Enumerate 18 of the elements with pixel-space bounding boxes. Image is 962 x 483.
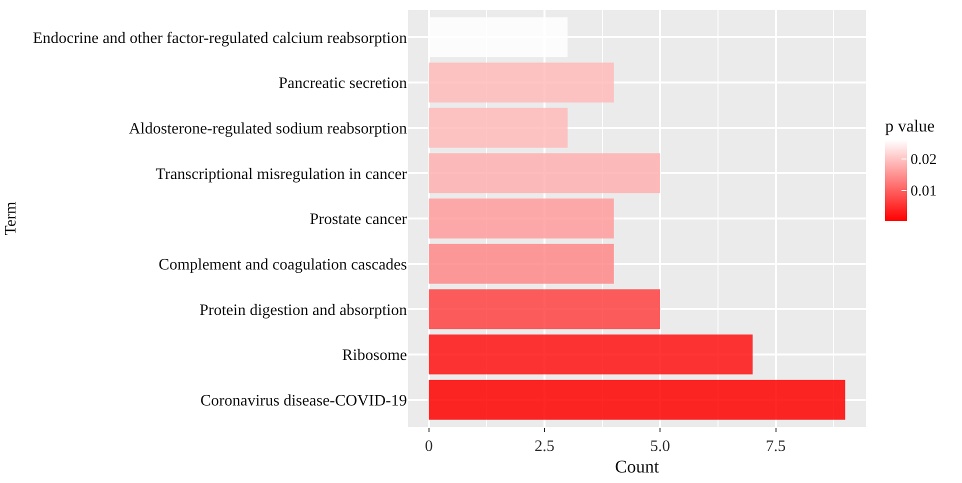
y-tick-label: Protein digestion and absorption xyxy=(199,302,407,319)
x-tick-label: 0 xyxy=(424,438,433,456)
y-tick-label: Aldosterone-regulated sodium reabsorption xyxy=(128,120,407,138)
color-bar-label: 0.02 xyxy=(910,152,937,168)
y-tick-label: Complement and coagulation cascades xyxy=(158,256,407,274)
x-axis-title: Count xyxy=(614,456,660,476)
y-tick-label: Pancreatic secretion xyxy=(278,75,407,92)
y-tick-label: Coronavirus disease-COVID-19 xyxy=(200,392,407,410)
color-bar-label: 0.01 xyxy=(910,184,937,200)
y-axis-title: Term xyxy=(2,201,20,236)
y-tick-label: Ribosome xyxy=(342,347,407,364)
x-tick-label: 7.5 xyxy=(766,438,786,456)
y-tick-label: Transcriptional misregulation in cancer xyxy=(156,166,408,183)
color-bar-title: p value xyxy=(885,116,935,136)
x-tick-label: 5.0 xyxy=(650,438,670,456)
y-tick-label: Endocrine and other factor-regulated calcium reabsorption xyxy=(32,30,407,47)
x-tick-label: 2.5 xyxy=(534,438,554,456)
y-tick-label: Prostate cancer xyxy=(310,211,408,228)
